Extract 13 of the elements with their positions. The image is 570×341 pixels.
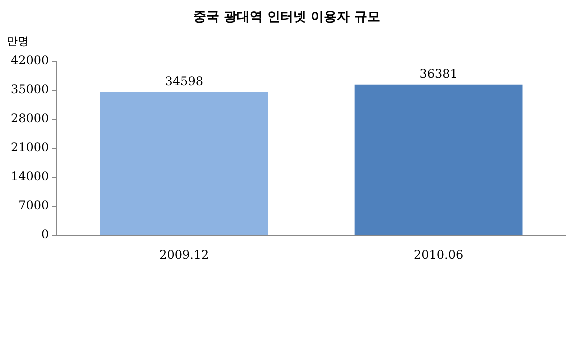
y-tick-label: 0	[42, 228, 50, 242]
data-label: 36381	[420, 67, 458, 82]
y-axis-title: 만명	[7, 34, 29, 48]
y-tick-label: 42000	[10, 54, 50, 68]
x-tick-label: 2009.12	[160, 248, 210, 262]
x-tick-label: 2010.06	[414, 248, 464, 262]
y-tick-label: 35000	[10, 82, 50, 97]
y-tick-label: 21000	[10, 140, 50, 155]
y-tick-label: 14000	[10, 170, 50, 184]
data-label: 34598	[165, 74, 204, 88]
chart-title: 중국 광대역 인터넷 이용자 규모	[193, 10, 381, 26]
y-tick-label: 28000	[10, 112, 50, 126]
y-tick-label: 7000	[18, 198, 50, 213]
